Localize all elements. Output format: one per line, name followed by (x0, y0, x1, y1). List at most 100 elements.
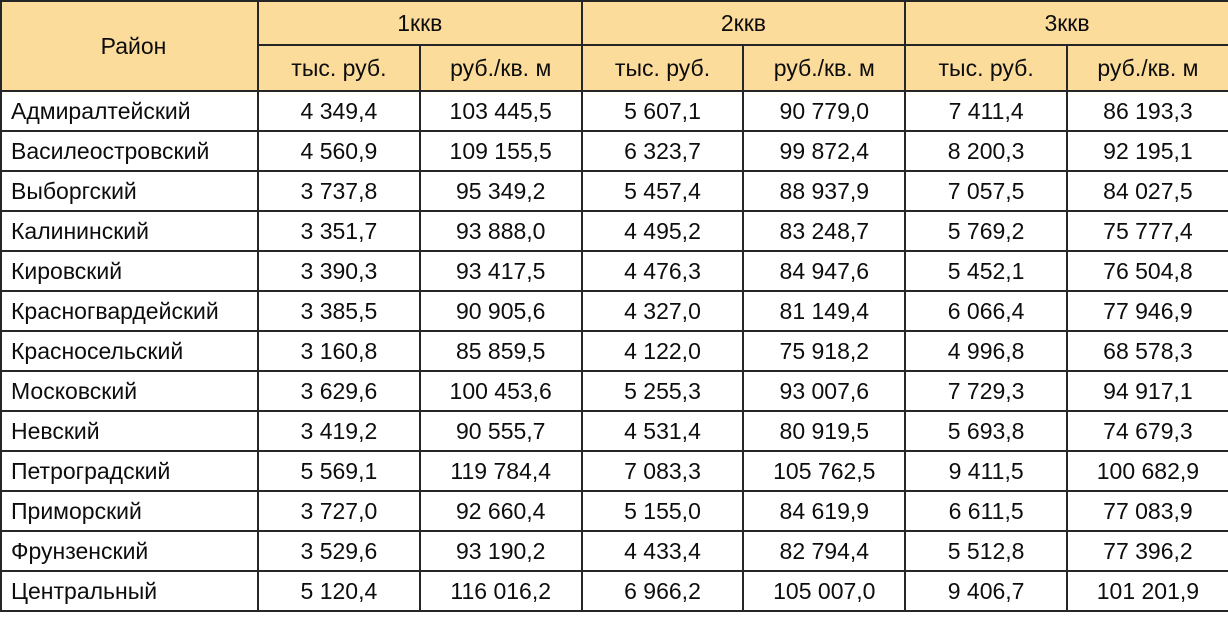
quarter-header-row: Район 1ккв 2ккв 3ккв (0, 0, 1228, 92)
value-cell: 6 323,7 (580, 130, 745, 172)
unit-header-rub-per-sqm: руб./кв. м (742, 44, 907, 92)
value-cell: 75 918,2 (742, 330, 907, 372)
quarter-header-q2: 2ккв (580, 0, 907, 46)
value-cell: 4 433,4 (580, 530, 745, 572)
value-cell: 99 872,4 (742, 130, 907, 172)
value-cell: 7 057,5 (904, 170, 1069, 212)
value-cell: 5 607,1 (580, 90, 745, 132)
district-cell: Кировский (0, 250, 259, 292)
table-row: Кировский 3 390,3 93 417,5 4 476,3 84 947,6 5… (0, 250, 1228, 292)
value-cell: 84 619,9 (742, 490, 907, 532)
unit-header-rub-per-sqm: руб./кв. м (418, 44, 583, 92)
value-cell: 6 066,4 (904, 290, 1069, 332)
district-cell: Петроградский (0, 450, 259, 492)
value-cell: 84 947,6 (742, 250, 907, 292)
value-cell: 4 560,9 (257, 130, 421, 172)
value-cell: 100 453,6 (418, 370, 583, 412)
value-cell: 90 905,6 (418, 290, 583, 332)
district-cell: Калининский (0, 210, 259, 252)
value-cell: 94 917,1 (1066, 370, 1228, 412)
value-cell: 74 679,3 (1066, 410, 1228, 452)
value-cell: 6 966,2 (580, 570, 745, 612)
table-row: Невский 3 419,2 90 555,7 4 531,4 80 919,5 5 6… (0, 410, 1228, 452)
value-cell: 7 729,3 (904, 370, 1069, 412)
value-cell: 105 007,0 (742, 570, 907, 612)
value-cell: 5 457,4 (580, 170, 745, 212)
value-cell: 101 201,9 (1066, 570, 1228, 612)
quarter-header-q1: 1ккв (257, 0, 583, 46)
district-cell: Выборгский (0, 170, 259, 212)
value-cell: 100 682,9 (1066, 450, 1228, 492)
value-cell: 90 779,0 (742, 90, 907, 132)
unit-header-thousand-rub: тыс. руб. (904, 44, 1069, 92)
value-cell: 3 390,3 (257, 250, 421, 292)
district-cell: Фрунзенский (0, 530, 259, 572)
value-cell: 86 193,3 (1066, 90, 1228, 132)
table-row: Выборгский 3 737,8 95 349,2 5 457,4 88 937,9… (0, 170, 1228, 212)
value-cell: 93 417,5 (418, 250, 583, 292)
value-cell: 92 660,4 (418, 490, 583, 532)
unit-header-thousand-rub: тыс. руб. (580, 44, 745, 92)
value-cell: 5 693,8 (904, 410, 1069, 452)
value-cell: 93 190,2 (418, 530, 583, 572)
value-cell: 3 160,8 (257, 330, 421, 372)
value-cell: 85 859,5 (418, 330, 583, 372)
value-cell: 4 349,4 (257, 90, 421, 132)
value-cell: 119 784,4 (418, 450, 583, 492)
value-cell: 76 504,8 (1066, 250, 1228, 292)
district-cell: Василеостровский (0, 130, 259, 172)
district-cell: Центральный (0, 570, 259, 612)
value-cell: 83 248,7 (742, 210, 907, 252)
table-row: Красносельский 3 160,8 85 859,5 4 122,0 75 9… (0, 330, 1228, 372)
value-cell: 6 611,5 (904, 490, 1069, 532)
value-cell: 3 351,7 (257, 210, 421, 252)
value-cell: 3 727,0 (257, 490, 421, 532)
value-cell: 5 452,1 (904, 250, 1069, 292)
value-cell: 4 476,3 (580, 250, 745, 292)
value-cell: 80 919,5 (742, 410, 907, 452)
value-cell: 3 737,8 (257, 170, 421, 212)
value-cell: 68 578,3 (1066, 330, 1228, 372)
value-cell: 84 027,5 (1066, 170, 1228, 212)
district-column-header: Район (0, 0, 259, 92)
value-cell: 93 007,6 (742, 370, 907, 412)
value-cell: 3 529,6 (257, 530, 421, 572)
value-cell: 90 555,7 (418, 410, 583, 452)
table-row: Фрунзенский 3 529,6 93 190,2 4 433,4 82 794,… (0, 530, 1228, 572)
district-cell: Московский (0, 370, 259, 412)
value-cell: 5 255,3 (580, 370, 745, 412)
value-cell: 88 937,9 (742, 170, 907, 212)
value-cell: 7 083,3 (580, 450, 745, 492)
value-cell: 9 411,5 (904, 450, 1069, 492)
value-cell: 77 396,2 (1066, 530, 1228, 572)
value-cell: 5 512,8 (904, 530, 1069, 572)
value-cell: 92 195,1 (1066, 130, 1228, 172)
value-cell: 4 327,0 (580, 290, 745, 332)
value-cell: 5 120,4 (257, 570, 421, 612)
district-cell: Красногвардейский (0, 290, 259, 332)
value-cell: 116 016,2 (418, 570, 583, 612)
value-cell: 3 419,2 (257, 410, 421, 452)
value-cell: 4 996,8 (904, 330, 1069, 372)
table-row: Василеостровский 4 560,9 109 155,5 6 323,7 9… (0, 130, 1228, 172)
value-cell: 75 777,4 (1066, 210, 1228, 252)
value-cell: 4 495,2 (580, 210, 745, 252)
value-cell: 7 411,4 (904, 90, 1069, 132)
value-cell: 5 769,2 (904, 210, 1069, 252)
table-row: Приморский 3 727,0 92 660,4 5 155,0 84 619,9… (0, 490, 1228, 532)
district-cell: Невский (0, 410, 259, 452)
value-cell: 5 155,0 (580, 490, 745, 532)
value-cell: 103 445,5 (418, 90, 583, 132)
table-row: Адмиралтейский 4 349,4 103 445,5 5 607,1 90 … (0, 90, 1228, 132)
district-cell: Адмиралтейский (0, 90, 259, 132)
table-row: Центральный 5 120,4 116 016,2 6 966,2 105 00… (0, 570, 1228, 612)
unit-header-row: тыс. руб. руб./кв. м тыс. руб. руб./кв. … (1, 44, 1228, 92)
value-cell: 93 888,0 (418, 210, 583, 252)
value-cell: 8 200,3 (904, 130, 1069, 172)
value-cell: 77 083,9 (1066, 490, 1228, 532)
unit-header-rub-per-sqm: руб./кв. м (1066, 44, 1228, 92)
table-body: Адмиралтейский 4 349,4 103 445,5 5 607,1 90 … (0, 90, 1228, 612)
table-header: Район 1ккв 2ккв 3ккв тыс. руб. руб./кв. … (0, 0, 1228, 92)
value-cell: 9 406,7 (904, 570, 1069, 612)
